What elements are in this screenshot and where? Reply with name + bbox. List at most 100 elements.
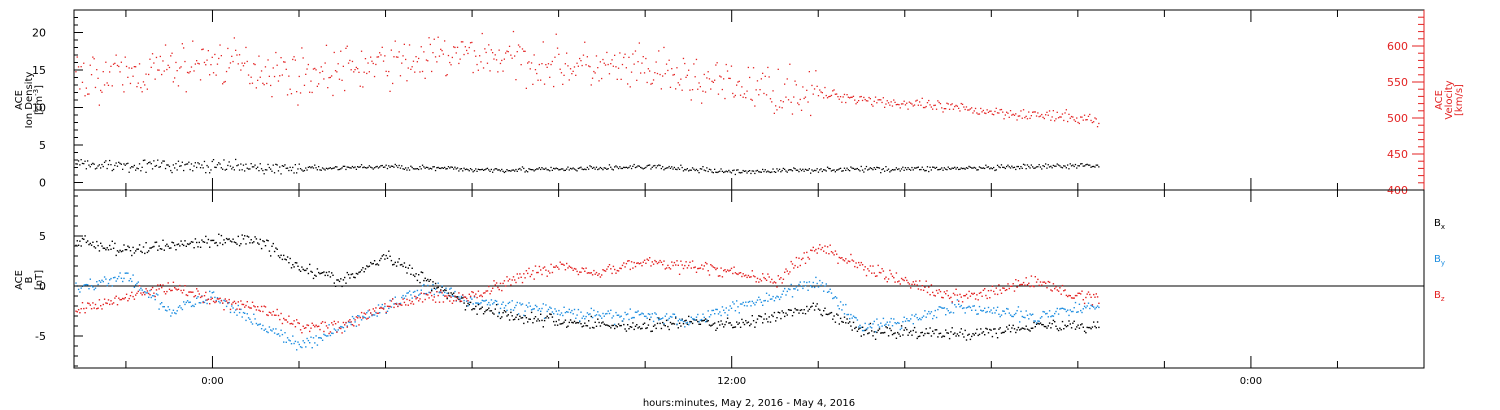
- data-point: [698, 267, 700, 270]
- data-point: [868, 168, 870, 170]
- data-point: [475, 55, 477, 57]
- data-point: [140, 287, 142, 289]
- data-point: [973, 166, 975, 169]
- data-point: [1024, 316, 1026, 319]
- data-point: [524, 315, 526, 317]
- data-point: [971, 107, 973, 109]
- data-point: [649, 318, 651, 321]
- data-point: [739, 272, 742, 274]
- data-point: [401, 62, 403, 64]
- data-point: [658, 164, 660, 166]
- data-point: [382, 307, 385, 309]
- data-point: [218, 298, 220, 300]
- data-point: [507, 280, 509, 282]
- data-point: [376, 312, 378, 314]
- data-point: [277, 314, 280, 317]
- data-point: [336, 166, 338, 168]
- data-point: [704, 318, 707, 320]
- data-point: [242, 303, 245, 306]
- data-point: [220, 167, 222, 169]
- data-point: [641, 327, 643, 330]
- velocity-tick-label: 500: [1387, 112, 1408, 125]
- data-point: [110, 65, 112, 67]
- data-point: [1074, 294, 1077, 297]
- data-point: [893, 277, 895, 279]
- data-point: [752, 67, 755, 69]
- data-point: [167, 64, 169, 66]
- data-point: [297, 265, 299, 267]
- data-point: [867, 100, 869, 102]
- data-point: [390, 165, 392, 167]
- data-point: [148, 292, 150, 295]
- data-point: [878, 271, 881, 274]
- data-point: [542, 267, 544, 269]
- data-point: [519, 167, 521, 170]
- data-point: [928, 310, 930, 313]
- data-point: [771, 298, 773, 300]
- data-point: [787, 169, 790, 171]
- data-point: [467, 300, 469, 302]
- data-point: [118, 65, 120, 68]
- data-point: [668, 267, 670, 269]
- data-point: [236, 308, 238, 310]
- data-point: [362, 317, 364, 319]
- data-point: [911, 314, 913, 316]
- data-point: [88, 302, 90, 305]
- data-point: [367, 266, 369, 268]
- data-point: [310, 336, 312, 338]
- data-point: [153, 245, 155, 248]
- data-point: [1041, 284, 1043, 286]
- data-point: [971, 292, 973, 295]
- data-point: [424, 77, 426, 79]
- data-point: [260, 305, 263, 308]
- data-point: [762, 72, 764, 74]
- data-point: [734, 94, 736, 97]
- data-point: [837, 314, 839, 316]
- data-point: [665, 63, 668, 65]
- data-point: [359, 166, 361, 168]
- data-point: [1025, 115, 1027, 117]
- data-point: [280, 329, 282, 331]
- data-point: [394, 163, 396, 166]
- data-point: [773, 281, 776, 283]
- data-point: [573, 168, 576, 170]
- data-point: [715, 329, 717, 331]
- data-point: [617, 270, 620, 272]
- data-point: [157, 159, 159, 161]
- data-point: [193, 70, 195, 72]
- data-point: [382, 308, 385, 310]
- data-point: [902, 334, 904, 336]
- data-point: [623, 56, 625, 59]
- data-point: [506, 169, 508, 171]
- data-point: [332, 332, 334, 335]
- data-point: [1024, 164, 1026, 166]
- data-point: [506, 276, 508, 278]
- data-point: [264, 169, 267, 171]
- data-point: [803, 170, 805, 172]
- data-point: [146, 290, 149, 292]
- data-point: [989, 328, 991, 331]
- data-point: [802, 86, 804, 88]
- data-point: [410, 294, 412, 296]
- data-point: [808, 281, 811, 283]
- data-point: [106, 247, 108, 249]
- data-point: [337, 329, 339, 331]
- data-point: [472, 308, 474, 310]
- data-point: [1089, 326, 1091, 329]
- data-point: [1081, 311, 1083, 314]
- time-tick-label: 0:00: [1240, 376, 1262, 387]
- data-point: [581, 317, 583, 319]
- data-point: [885, 323, 887, 325]
- data-point: [756, 318, 759, 320]
- data-point: [998, 313, 1000, 315]
- data-point: [610, 309, 612, 311]
- data-point: [579, 57, 581, 60]
- data-point: [449, 300, 451, 302]
- data-point: [479, 295, 481, 297]
- data-point: [366, 167, 368, 169]
- data-point: [432, 52, 434, 54]
- data-point: [677, 320, 679, 322]
- data-point: [1077, 311, 1079, 313]
- data-point: [415, 168, 417, 170]
- data-point: [306, 169, 308, 171]
